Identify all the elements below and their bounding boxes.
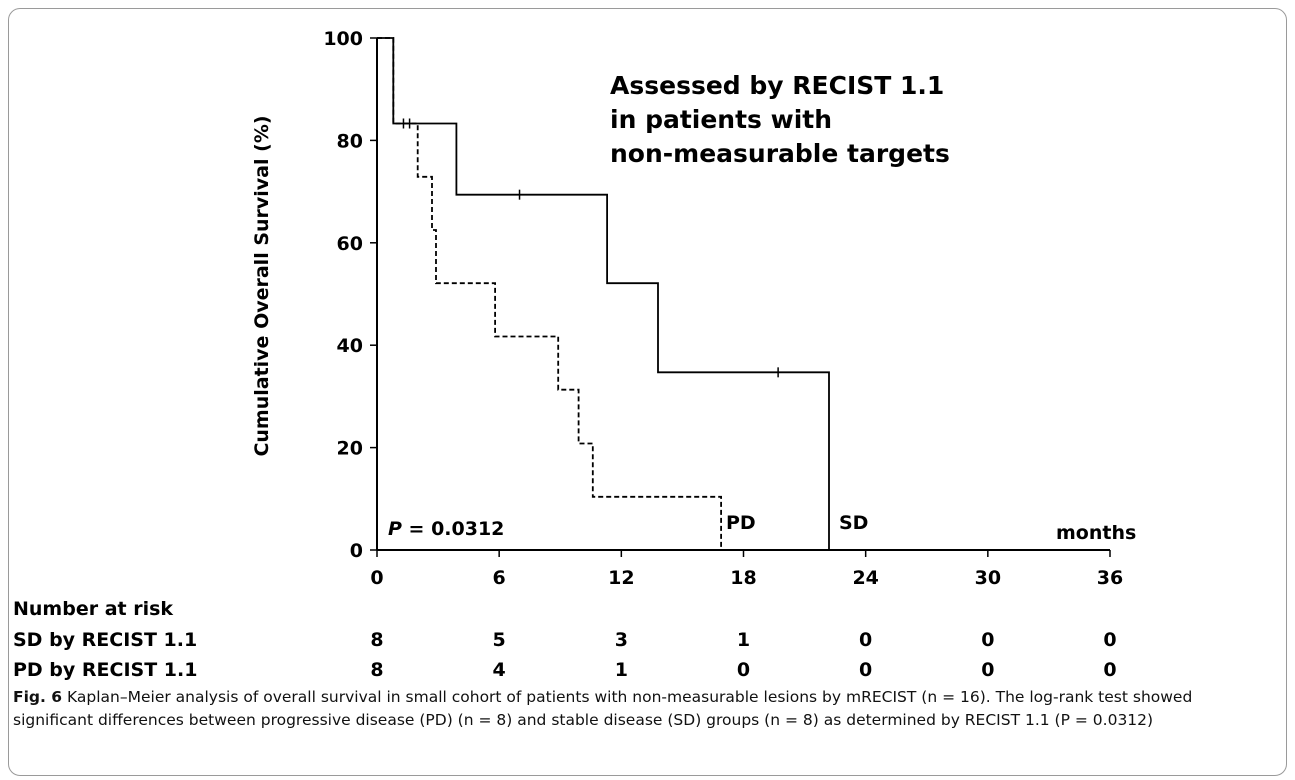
y-tick-label: 60 [337,233,363,255]
y-tick-label: 40 [337,335,363,357]
figure-caption: Fig. 6 Kaplan–Meier analysis of overall … [13,686,1275,732]
p-value-text: = 0.0312 [402,518,504,540]
x-tick-label: 12 [608,567,634,589]
figure-frame [8,8,1287,776]
y-tick-label: 100 [323,28,363,50]
annotation-line-3: non-measurable targets [610,139,950,168]
risk-value: 1 [615,659,628,681]
risk-value: 0 [859,629,872,651]
x-unit-label: months [1056,522,1136,544]
risk-value: 3 [615,629,628,651]
risk-value: 8 [370,659,383,681]
y-axis-label: Cumulative Overall Survival (%) [251,115,273,456]
p-value-label: P = 0.0312 [388,518,504,540]
risk-value: 4 [493,659,506,681]
risk-row-label-sd: SD by RECIST 1.1 [13,629,197,651]
risk-value: 0 [1103,629,1116,651]
p-value-prefix: P [388,518,402,540]
risk-value: 0 [981,659,994,681]
y-tick-label: 20 [337,438,363,460]
annotation-line-1: Assessed by RECIST 1.1 [610,71,944,100]
x-tick-label: 0 [370,567,383,589]
series-label-sd: SD [839,512,868,534]
annotation-line-2: in patients with [610,105,832,134]
risk-table-title: Number at risk [13,598,173,620]
figure-label: Fig. 6 [13,688,63,706]
risk-row-label-pd: PD by RECIST 1.1 [13,659,197,681]
risk-value: 0 [737,659,750,681]
risk-value: 8 [370,629,383,651]
risk-value: 0 [1103,659,1116,681]
risk-value: 1 [737,629,750,651]
x-tick-label: 18 [730,567,756,589]
x-tick-label: 36 [1097,567,1123,589]
x-tick-label: 24 [852,567,878,589]
risk-value: 5 [493,629,506,651]
x-tick-label: 30 [975,567,1001,589]
risk-value: 0 [981,629,994,651]
y-tick-label: 80 [337,130,363,152]
series-line-pd [377,37,722,550]
y-tick-label: 0 [350,540,363,562]
caption-text: Kaplan–Meier analysis of overall surviva… [13,688,1193,729]
series-label-pd: PD [726,512,756,534]
risk-value: 0 [859,659,872,681]
x-tick-label: 6 [493,567,506,589]
